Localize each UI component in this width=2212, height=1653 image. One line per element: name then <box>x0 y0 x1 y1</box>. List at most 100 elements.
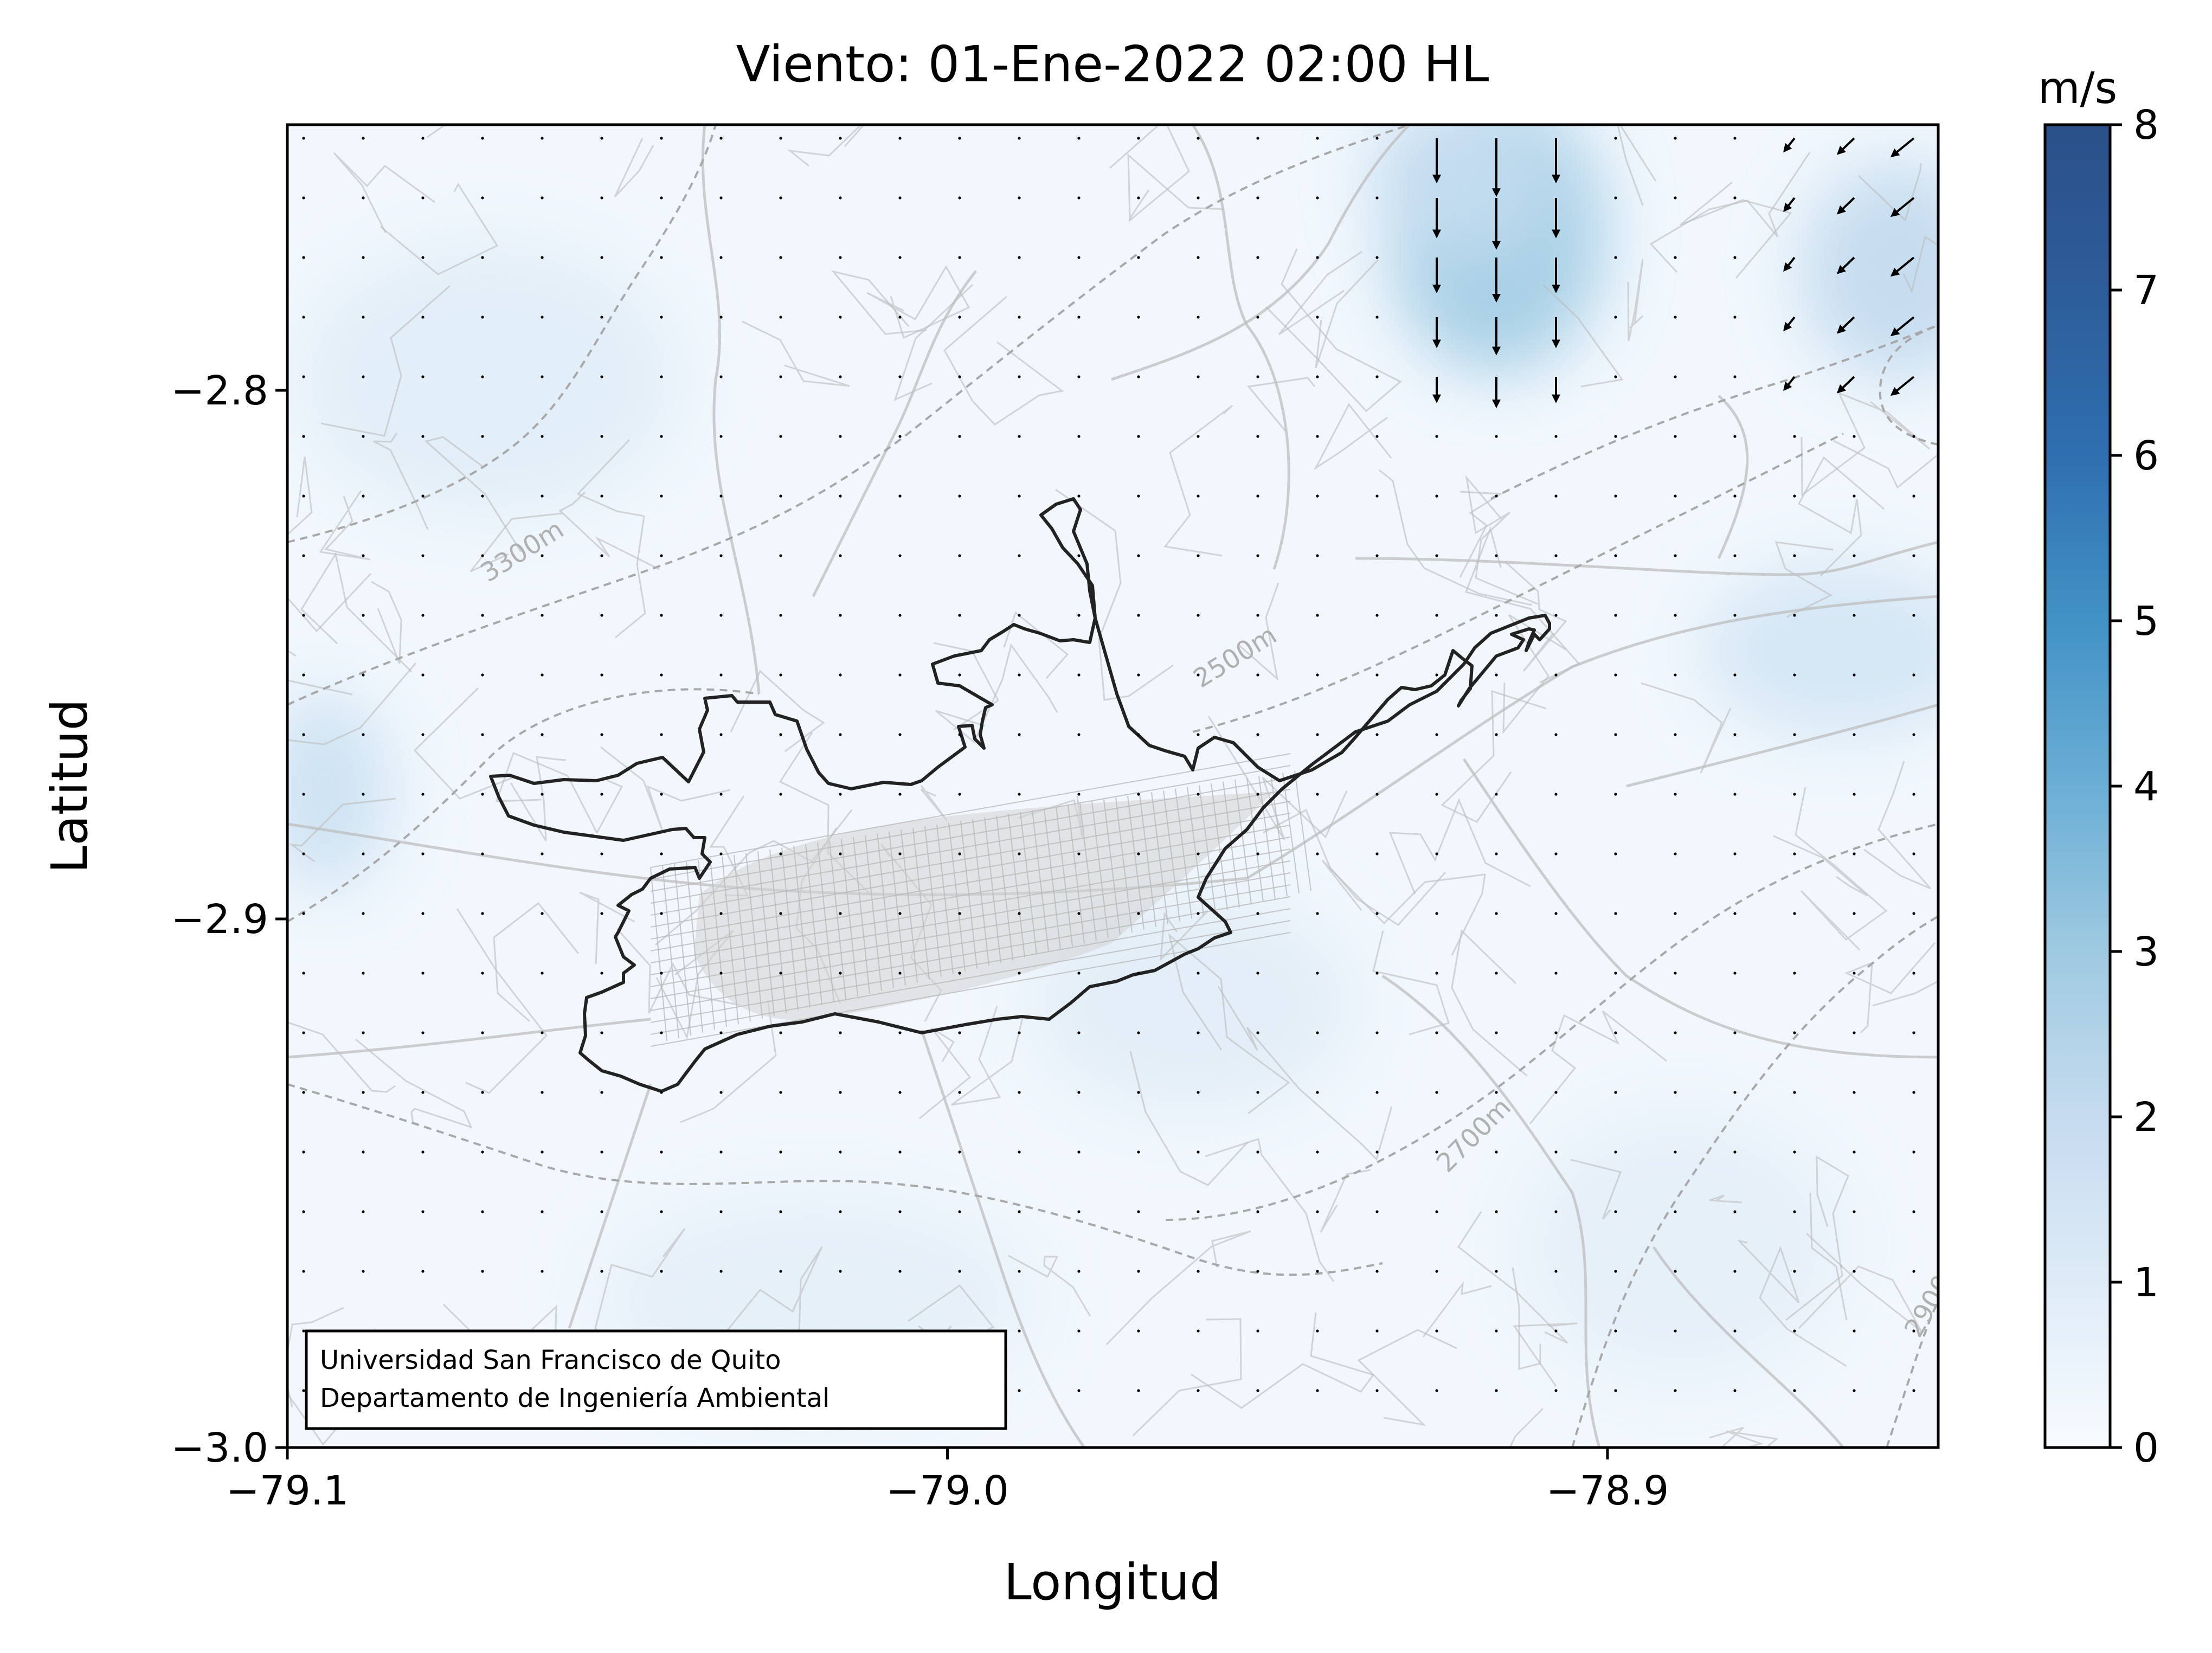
wind-vector <box>660 1270 663 1273</box>
wind-vector <box>1256 435 1259 438</box>
wind-vector <box>362 852 365 856</box>
wind-vector <box>1554 1031 1558 1034</box>
wind-vector <box>481 554 484 557</box>
wind-vector <box>958 793 961 796</box>
road-line <box>1321 859 1486 956</box>
street-line <box>1294 770 1311 891</box>
road-line <box>1205 1138 1335 1282</box>
road-line <box>1132 1318 1242 1437</box>
wind-vector <box>1316 435 1319 438</box>
wind-vector <box>1375 793 1379 796</box>
wind-vector <box>1614 1150 1617 1154</box>
road-line <box>1129 1051 1249 1186</box>
road-line <box>1795 787 1888 951</box>
wind-vector <box>1554 1389 1558 1392</box>
wind-vector <box>1495 733 1498 736</box>
wind-vector <box>481 435 484 438</box>
road-line <box>1773 835 1868 897</box>
wind-vector <box>1018 196 1021 200</box>
wind-vector <box>779 1150 782 1154</box>
wind-vector <box>600 1270 603 1273</box>
wind-vector <box>1853 435 1856 438</box>
wind-vector <box>1614 1329 1617 1333</box>
road-line <box>1464 526 1580 684</box>
wind-vector <box>1077 912 1081 915</box>
wind-vector <box>1018 1150 1021 1154</box>
wind-vector <box>1614 494 1617 498</box>
wind-vector <box>719 614 723 617</box>
wind-vector <box>1793 435 1796 438</box>
wind-vector <box>1375 256 1379 259</box>
wind-vector <box>1197 1270 1200 1273</box>
wind-vector <box>362 793 365 796</box>
wind-vector <box>958 1091 961 1094</box>
street-line <box>650 872 1291 987</box>
wind-vector <box>1197 733 1200 736</box>
wind-vector <box>481 316 484 319</box>
road-line <box>1617 125 1657 206</box>
y-tick-label: −2.9 <box>171 896 268 943</box>
wind-vector <box>1554 733 1558 736</box>
wind-vector <box>302 435 305 438</box>
wind-vector <box>600 673 603 677</box>
road-line <box>558 491 660 570</box>
wind-vector <box>958 375 961 378</box>
wind-vector <box>898 435 902 438</box>
wind-vector <box>541 673 544 677</box>
wind-vector <box>1256 494 1259 498</box>
wind-vector <box>1137 196 1140 200</box>
street-line <box>853 837 870 994</box>
wind-vector <box>302 614 305 617</box>
wind-vector <box>1077 1389 1081 1392</box>
y-tick-label: −3.0 <box>171 1425 268 1471</box>
road-line <box>288 797 396 863</box>
wind-vector <box>1495 972 1498 975</box>
wind-vector <box>362 435 365 438</box>
wind-vector <box>1733 196 1737 200</box>
wind-vector <box>779 793 782 796</box>
wind-vector <box>1018 316 1021 319</box>
street-line <box>650 825 1291 940</box>
wind-vector <box>839 196 842 200</box>
road-line <box>287 663 417 745</box>
wind-vector <box>1197 793 1200 796</box>
wind-vector <box>1077 614 1081 617</box>
wind-vector <box>839 1270 842 1273</box>
wind-vector <box>1674 316 1677 319</box>
wind-vector <box>600 554 603 557</box>
wind-vector <box>1912 1329 1915 1333</box>
wind-vector <box>1793 733 1796 736</box>
wind-vector <box>779 614 782 617</box>
wind-vector <box>1853 733 1856 736</box>
wind-vector <box>839 316 842 319</box>
colorbar-ticks: 0 1 2 3 4 5 6 7 8 <box>2110 102 2159 1471</box>
wind-vector <box>302 316 305 319</box>
wind-vector <box>1256 793 1259 796</box>
wind-vector <box>302 196 305 200</box>
street-line <box>1258 776 1276 899</box>
wind-vector <box>1733 852 1737 856</box>
street-line <box>1163 790 1180 922</box>
wind-vector <box>1554 494 1558 498</box>
road-line <box>1263 808 1446 926</box>
wind-vector <box>1018 733 1021 736</box>
wind-vector <box>541 1091 544 1094</box>
wind-vector <box>1890 137 1915 158</box>
colorbar-tick-label: 0 <box>2133 1425 2159 1471</box>
wind-vector <box>779 435 782 438</box>
wind-vector <box>1912 972 1915 975</box>
road-line <box>1372 930 1450 1035</box>
wind-vector <box>719 793 723 796</box>
wind-vector <box>1197 673 1200 677</box>
wind-vector <box>481 912 484 915</box>
wind-vector <box>541 1150 544 1154</box>
wind-vector <box>1137 614 1140 617</box>
wind-vector <box>362 375 365 378</box>
wind-vector <box>1375 852 1379 856</box>
wind-vector <box>719 1150 723 1154</box>
wind-vector <box>600 972 603 975</box>
wind-vector <box>958 1270 961 1273</box>
road-line <box>1163 404 1233 557</box>
colorbar-tick-label: 4 <box>2133 763 2159 810</box>
wind-vector <box>1316 733 1319 736</box>
